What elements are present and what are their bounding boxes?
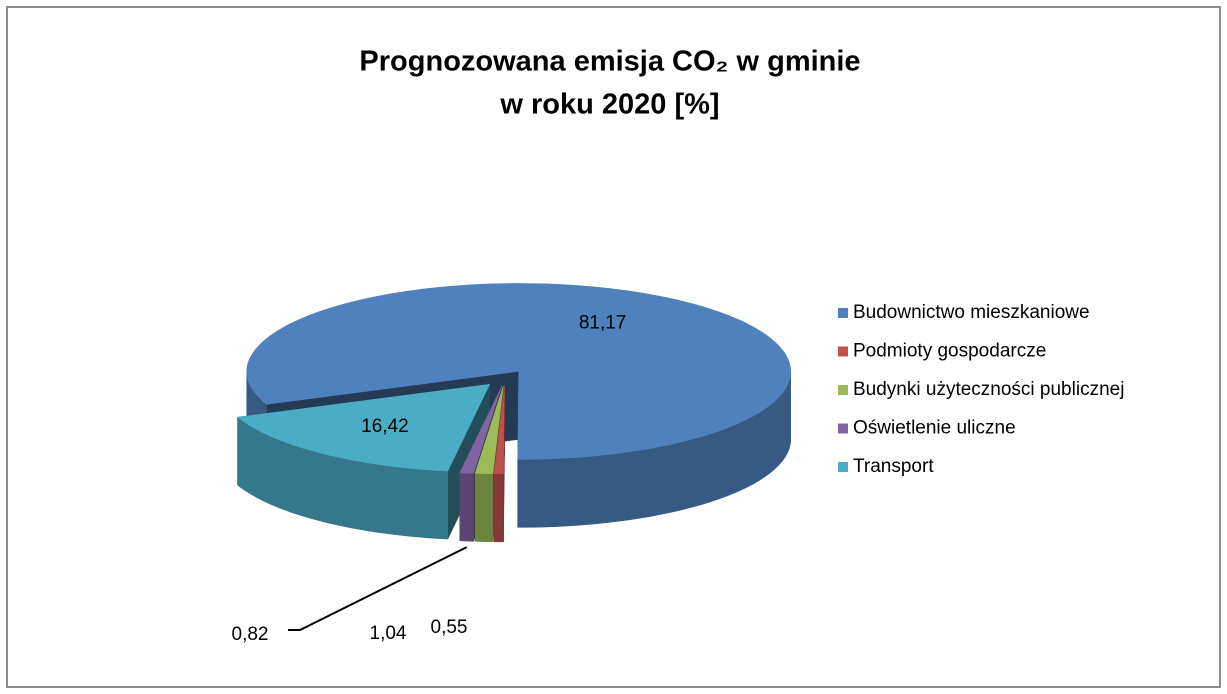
slice-side (493, 473, 504, 543)
data-label: 0,82 (232, 624, 269, 645)
slice (459, 385, 503, 474)
legend-label: Oświetlenie uliczne (853, 418, 1016, 439)
leader-line (288, 546, 468, 631)
legend-swatch (838, 462, 848, 472)
data-label: 1,04 (370, 623, 407, 644)
data-label: 81,17 (579, 312, 627, 333)
legend-label: Transport (853, 456, 934, 477)
slice-side (474, 473, 494, 543)
chart-title: Prognozowana emisja CO₂ w gminie (359, 46, 860, 78)
slice (236, 383, 491, 472)
data-label: 16,42 (361, 416, 409, 437)
slice (246, 283, 791, 460)
slice (474, 385, 504, 475)
legend-label: Podmioty gospodarcze (853, 341, 1046, 362)
legend-swatch (838, 385, 848, 395)
legend: Budownictwo mieszkaniowe Podmioty gospoda… (838, 302, 1124, 477)
data-label: 0,55 (431, 617, 468, 638)
pie (236, 283, 791, 543)
data-labels: 81,17 0,55 1,04 0,82 16,42 (232, 312, 627, 645)
legend-label: Budynki użyteczności publicznej (853, 379, 1124, 400)
legend-label: Budownictwo mieszkaniowe (853, 302, 1090, 323)
legend-swatch (838, 346, 848, 357)
chart-title: w roku 2020 [%] (499, 89, 719, 121)
legend-swatch (838, 423, 848, 434)
slice (493, 385, 505, 475)
legend-swatch (838, 308, 848, 318)
slice-side (459, 472, 474, 542)
